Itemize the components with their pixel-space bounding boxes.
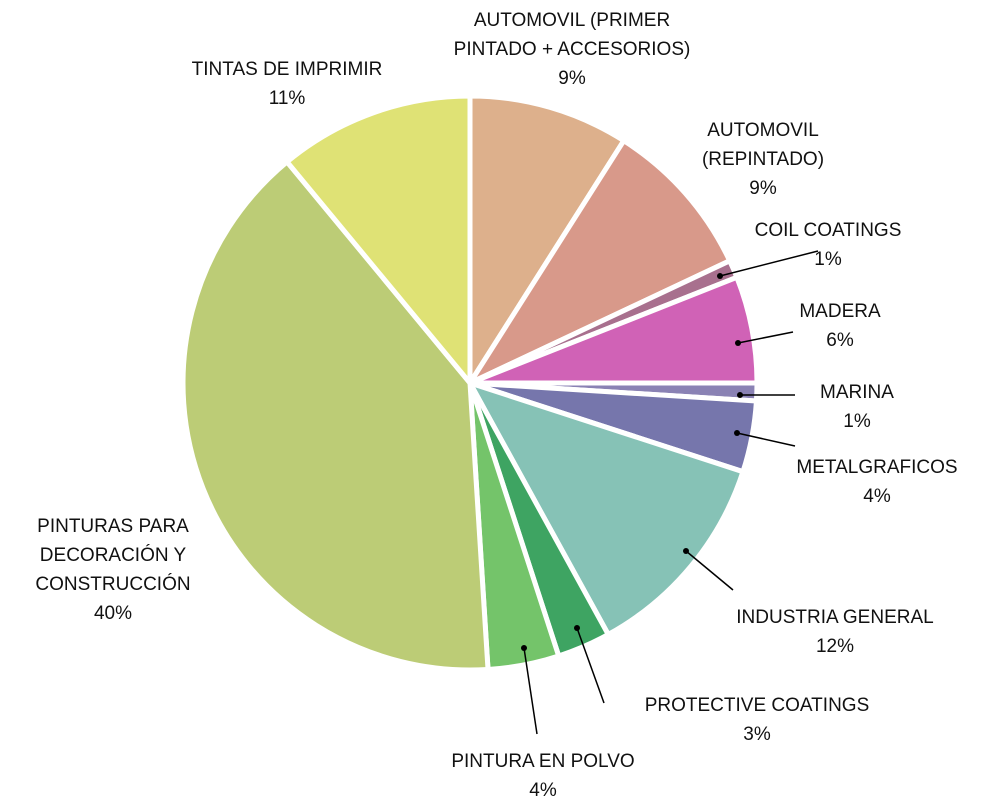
percent-label: 4% (767, 482, 982, 511)
percent-label: 11% (157, 84, 417, 113)
percent-label: 3% (607, 720, 907, 749)
leader-dot (574, 625, 580, 631)
percent-label: 12% (705, 632, 965, 661)
leader-dot (735, 340, 741, 346)
category-label: METALGRAFICOS (767, 453, 982, 482)
category-label: AUTOMOVIL (REPINTADO) (678, 116, 848, 174)
category-label: PROTECTIVE COATINGS (607, 691, 907, 720)
category-label: COIL COATINGS (718, 216, 938, 245)
category-label: PINTURA EN POLVO (413, 747, 673, 776)
slice-label: AUTOMOVIL (PRIMER PINTADO + ACCESORIOS)9… (435, 6, 710, 93)
percent-label: 9% (435, 64, 710, 93)
leader-line (686, 551, 733, 590)
leader-dot (683, 548, 689, 554)
category-label: AUTOMOVIL (PRIMER PINTADO + ACCESORIOS) (435, 6, 710, 64)
category-label: MARINA (782, 378, 932, 407)
percent-label: 1% (718, 245, 938, 274)
leader-dot (521, 645, 527, 651)
percent-label: 40% (13, 599, 213, 628)
percent-label: 4% (413, 776, 673, 800)
category-label: PINTURAS PARA DECORACIÓN Y CONSTRUCCIÓN (13, 512, 213, 599)
percent-label: 6% (765, 326, 915, 355)
percent-label: 9% (678, 174, 848, 203)
slice-label: AUTOMOVIL (REPINTADO)9% (678, 116, 848, 203)
leader-dot (737, 392, 743, 398)
percent-label: 1% (782, 407, 932, 436)
chart: AUTOMOVIL (PRIMER PINTADO + ACCESORIOS)9… (0, 0, 982, 800)
category-label: MADERA (765, 297, 915, 326)
leader-dot (734, 430, 740, 436)
category-label: TINTAS DE IMPRIMIR (157, 55, 417, 84)
category-label: INDUSTRIA GENERAL (705, 603, 965, 632)
